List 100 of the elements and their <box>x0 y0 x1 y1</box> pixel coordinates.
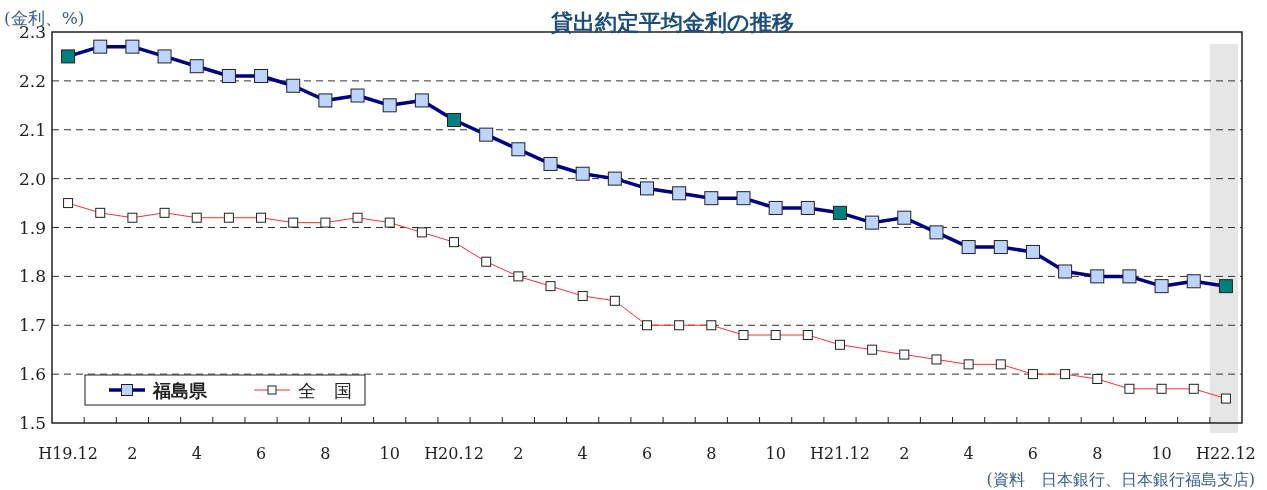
x-tick-label: H20.12 <box>424 444 484 463</box>
point <box>449 237 460 248</box>
x-tick-label: 8 <box>706 444 717 463</box>
point <box>1124 383 1135 394</box>
legend-label: 全 国 <box>298 380 352 401</box>
point <box>802 330 813 341</box>
x-tick-label: 8 <box>320 444 331 463</box>
point <box>61 49 76 64</box>
point <box>867 344 878 355</box>
point <box>995 359 1006 370</box>
point <box>1090 269 1105 284</box>
y-tick-label: 1.9 <box>18 217 46 238</box>
y-tick-label: 1.5 <box>18 413 46 433</box>
y-tick-label: 1.8 <box>18 266 46 287</box>
legend-label: 福島県 <box>152 380 208 401</box>
point <box>320 217 331 228</box>
point <box>770 330 781 341</box>
point <box>993 240 1008 255</box>
point <box>1058 264 1073 279</box>
text: (資料 日本銀行、日本銀行福島支店) <box>986 470 1255 489</box>
point <box>288 217 299 228</box>
point <box>1027 369 1038 380</box>
y-tick-label: 2.2 <box>18 70 46 91</box>
point <box>672 186 687 201</box>
point <box>223 212 234 223</box>
point <box>1156 383 1167 394</box>
point <box>1025 244 1040 259</box>
point <box>706 320 717 331</box>
point <box>318 93 333 108</box>
point <box>414 93 429 108</box>
point <box>481 256 492 267</box>
point <box>738 330 749 341</box>
x-tick-label: 4 <box>577 444 588 463</box>
point <box>1154 279 1169 294</box>
point <box>352 212 363 223</box>
x-tick-label: H22.12 <box>1196 444 1256 463</box>
point <box>479 127 494 142</box>
point <box>95 207 106 218</box>
point <box>416 227 427 238</box>
point <box>865 215 880 230</box>
point <box>447 112 462 127</box>
point <box>189 59 204 74</box>
x-tick-label: H21.12 <box>810 444 870 463</box>
y-tick-label: 2.1 <box>18 119 46 140</box>
x-tick-label: 2 <box>899 444 910 463</box>
chart-title: 貸出約定平均金利の推移 <box>549 9 794 35</box>
x-tick-label: 6 <box>1027 444 1039 463</box>
y-tick-label: 1.7 <box>18 315 46 336</box>
point <box>1188 383 1199 394</box>
point <box>157 49 172 64</box>
point <box>768 200 783 215</box>
x-tick-label: 6 <box>255 444 267 463</box>
point <box>125 39 140 54</box>
point <box>575 166 590 181</box>
x-tick-label: 4 <box>963 444 974 463</box>
point <box>63 198 74 209</box>
x-tick-label: H19.12 <box>38 444 98 463</box>
x-tick-label: 10 <box>765 444 786 463</box>
point <box>191 212 202 223</box>
point <box>350 88 365 103</box>
point <box>513 271 524 282</box>
point <box>929 225 944 240</box>
point <box>1060 369 1071 380</box>
x-tick-label: 8 <box>1092 444 1103 463</box>
point <box>899 349 910 360</box>
point <box>256 212 267 223</box>
point <box>511 142 526 157</box>
x-tick-label: 2 <box>127 444 138 463</box>
point <box>800 200 815 215</box>
point <box>832 205 847 220</box>
point <box>384 217 395 228</box>
point <box>834 339 845 350</box>
point <box>159 207 170 218</box>
point <box>607 171 622 186</box>
point <box>1092 374 1103 385</box>
point <box>1186 274 1201 289</box>
point <box>674 320 685 331</box>
point <box>221 68 236 83</box>
point <box>931 354 942 365</box>
point <box>254 68 269 83</box>
point <box>577 290 588 301</box>
point <box>286 78 301 93</box>
point <box>704 191 719 206</box>
x-tick-label: 4 <box>191 444 202 463</box>
y-tick-label: 1.6 <box>18 364 46 385</box>
point <box>1122 269 1137 284</box>
point <box>961 240 976 255</box>
x-tick-label: 10 <box>379 444 400 463</box>
x-tick-label: 2 <box>513 444 524 463</box>
x-tick-label: 10 <box>1151 444 1172 463</box>
point <box>640 181 654 196</box>
point <box>642 320 652 331</box>
y-tick-label: 2.0 <box>18 168 46 189</box>
point <box>382 98 397 113</box>
point <box>1220 393 1231 404</box>
point <box>543 156 558 171</box>
point <box>736 191 751 206</box>
point <box>93 39 108 54</box>
point <box>1218 279 1233 294</box>
point <box>897 210 912 225</box>
